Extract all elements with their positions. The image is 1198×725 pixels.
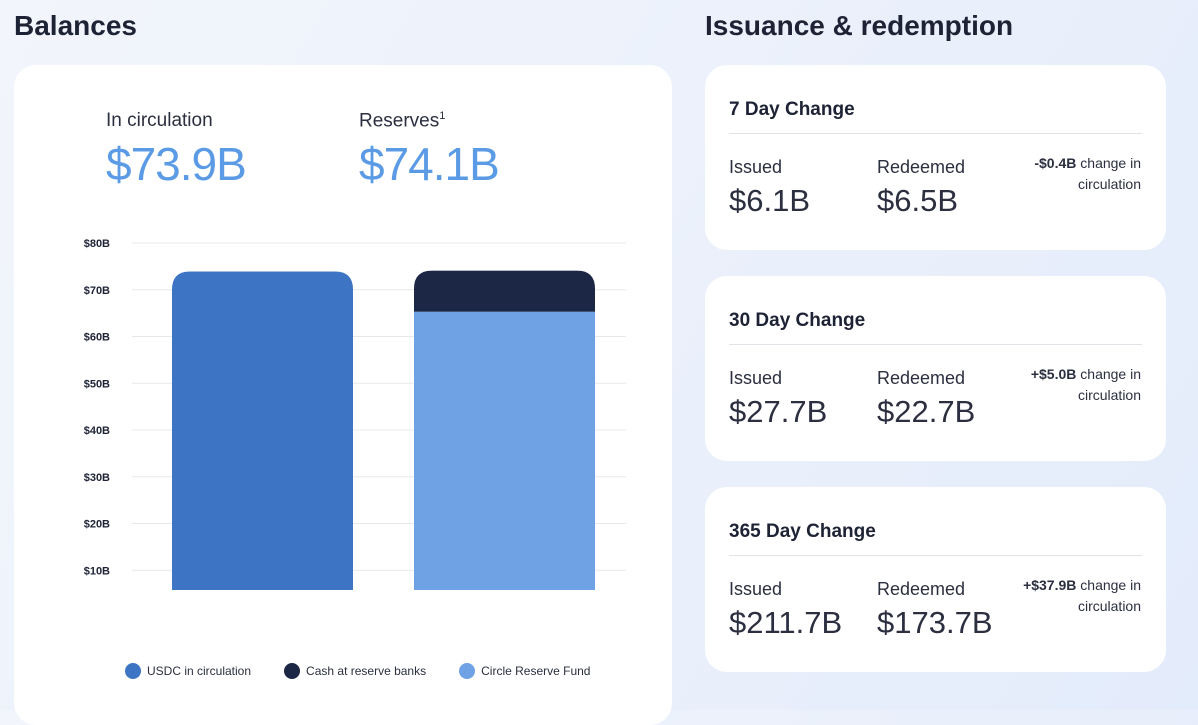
balances-card: In circulation $73.9B Reserves1 $74.1B $… — [14, 65, 672, 725]
issued-label: Issued — [729, 368, 783, 388]
balances-chart: $10B$20B$30B$40B$50B$60B$70B$80BCirculat… — [84, 238, 626, 590]
in-circulation-value: $73.9B — [106, 138, 247, 190]
card-title: 7 Day Change — [729, 99, 855, 120]
y-tick-label: $20B — [84, 519, 110, 531]
y-tick-label: $70B — [84, 285, 110, 297]
redeemed-value: $22.7B — [877, 394, 976, 429]
y-tick-label: $60B — [84, 332, 110, 344]
reserves-value: $74.1B — [359, 138, 500, 190]
legend-item-crf: Circle Reserve Fund — [459, 663, 590, 679]
legend-swatch — [284, 663, 301, 679]
divider — [729, 133, 1142, 134]
redeemed-label: Redeemed — [877, 157, 966, 177]
y-tick-label: $30B — [84, 472, 110, 484]
net-change: +$37.9B change in circulation — [1011, 575, 1141, 617]
net-change-value: +$37.9B — [1023, 577, 1077, 593]
bar-segment-usdc-in-circulation — [172, 271, 353, 590]
reserves-label-text: Reserves — [359, 110, 440, 132]
redeemed-label: Redeemed — [877, 579, 966, 599]
legend-item-usdc: USDC in circulation — [125, 663, 251, 679]
divider — [729, 555, 1142, 556]
issued-label: Issued — [729, 579, 783, 599]
reserves-label: Reserves1 — [359, 110, 445, 132]
change-card: 7 Day Change Issued $6.1B Redeemed $6.5B… — [705, 65, 1166, 250]
y-tick-label: $50B — [84, 378, 110, 390]
in-circulation-label: In circulation — [106, 110, 213, 131]
redeemed-value: $173.7B — [877, 605, 993, 640]
net-change-value: +$5.0B — [1030, 366, 1077, 382]
bar-segment-cash-at-reserve-banks — [414, 270, 595, 312]
legend-swatch — [125, 663, 141, 679]
footnote-marker: 1 — [439, 110, 446, 122]
change-card: 30 Day Change Issued $27.7B Redeemed $22… — [705, 276, 1166, 461]
net-change-text: change in circulation — [1076, 155, 1141, 192]
legend-label: Circle Reserve Fund — [481, 664, 591, 678]
y-tick-label: $40B — [84, 425, 110, 437]
card-title: 30 Day Change — [729, 310, 866, 331]
redeemed-value: $6.5B — [877, 183, 959, 218]
legend-swatch — [459, 663, 476, 679]
card-title: 365 Day Change — [729, 521, 876, 542]
legend-label: Cash at reserve banks — [306, 664, 427, 678]
net-change-text: change in circulation — [1076, 366, 1141, 403]
legend: USDC in circulation Cash at reserve bank… — [125, 663, 590, 679]
net-change: +$5.0B change in circulation — [1011, 364, 1141, 406]
legend-label: USDC in circulation — [147, 664, 252, 678]
net-change-value: -$0.4B — [1034, 155, 1077, 171]
issued-value: $6.1B — [729, 183, 811, 218]
balances-heading: Balances — [14, 10, 137, 41]
issued-label: Issued — [729, 157, 783, 177]
net-change-text: change in circulation — [1076, 577, 1141, 614]
redeemed-label: Redeemed — [877, 368, 966, 388]
y-tick-label: $10B — [84, 565, 110, 577]
issued-value: $211.7B — [729, 605, 843, 640]
divider — [729, 344, 1142, 345]
net-change: -$0.4B change in circulation — [1011, 153, 1141, 195]
bar-segment-circle-reserve-fund — [414, 311, 595, 590]
legend-item-cash: Cash at reserve banks — [284, 663, 426, 679]
issuance-heading: Issuance & redemption — [705, 10, 1014, 41]
y-tick-label: $80B — [84, 238, 110, 250]
issued-value: $27.7B — [729, 394, 828, 429]
change-card: 365 Day Change Issued $211.7B Redeemed $… — [705, 487, 1166, 672]
